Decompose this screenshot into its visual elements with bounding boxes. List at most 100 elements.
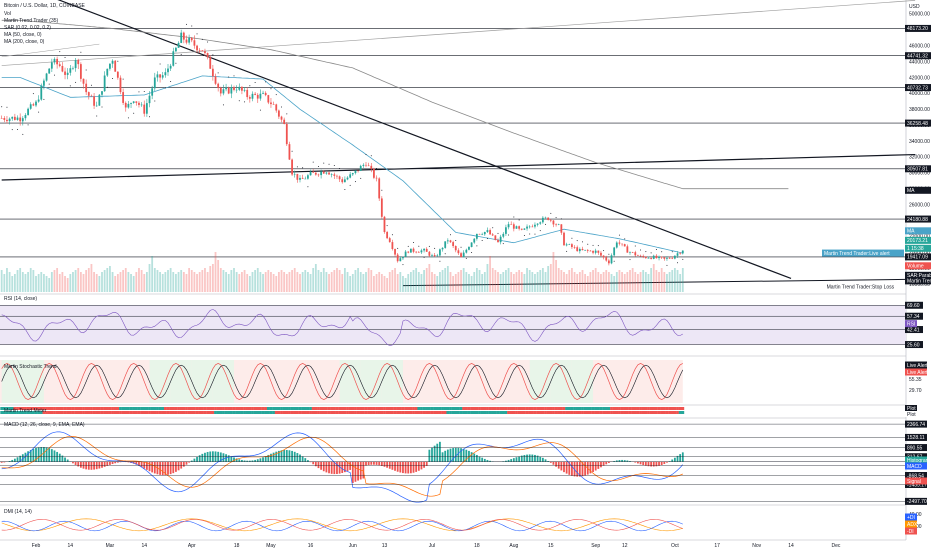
trend-meter-cell bbox=[501, 411, 505, 414]
candle-body bbox=[423, 248, 425, 251]
trend-meter-cell bbox=[422, 411, 426, 414]
trend-meter-cell bbox=[330, 411, 334, 414]
trend-meter-cell bbox=[295, 411, 299, 414]
trend-meter-cell bbox=[361, 411, 365, 414]
trend-meter-cell bbox=[525, 411, 529, 414]
trend-meter-cell bbox=[61, 411, 64, 414]
macd-histogram-bar bbox=[607, 461, 610, 463]
trend-meter-cell bbox=[446, 407, 450, 410]
candle-body bbox=[436, 255, 439, 257]
macd-histogram-bar bbox=[460, 448, 462, 462]
macd-histogram-bar bbox=[417, 461, 420, 471]
candle-body bbox=[214, 76, 217, 84]
trend-meter-cell bbox=[594, 411, 598, 414]
indicator-label-ma200[interactable]: MA (200, close, 0) bbox=[4, 39, 45, 45]
price-axis-tick: 20000.00 bbox=[909, 250, 930, 256]
trend-meter-cell bbox=[586, 407, 590, 410]
trend-meter-cell bbox=[166, 407, 170, 410]
time-axis-label: Aug bbox=[509, 543, 518, 549]
volume-bar bbox=[489, 256, 491, 292]
candle-body bbox=[618, 242, 621, 244]
trend-meter-cell bbox=[74, 411, 77, 414]
candle-body bbox=[507, 224, 510, 228]
stoch-d-line bbox=[1, 364, 684, 399]
trend-meter-cell bbox=[309, 407, 312, 410]
macd-histogram-bar bbox=[338, 461, 341, 474]
volume-bar bbox=[621, 272, 623, 292]
macd-histogram-bar bbox=[243, 460, 246, 462]
trend-meter-cell bbox=[55, 411, 59, 414]
rsi-pane-label[interactable]: RSI (14, close) bbox=[4, 296, 38, 302]
sar-dot bbox=[365, 154, 367, 156]
candle-body bbox=[512, 224, 515, 229]
candle-body bbox=[333, 174, 336, 176]
trend-meter-cell bbox=[354, 407, 357, 410]
time-axis-label: Mar bbox=[106, 543, 115, 549]
candle-body bbox=[151, 88, 154, 96]
trend-meter-cell bbox=[84, 411, 88, 414]
sar-dot bbox=[53, 74, 55, 76]
macd-histogram-bar bbox=[267, 454, 270, 462]
trend-meter-cell bbox=[552, 411, 555, 414]
macd-histogram-bar bbox=[563, 461, 565, 473]
stoch-pane-label[interactable]: Martin Stochastic Trend bbox=[4, 364, 57, 370]
trend-meter-cell bbox=[652, 411, 656, 414]
macd-histogram-bar bbox=[644, 461, 647, 466]
volume-bar bbox=[333, 270, 336, 292]
candle-body bbox=[623, 244, 626, 247]
trend-meter-cell bbox=[486, 411, 489, 414]
trend-meter-cell bbox=[536, 411, 539, 414]
sar-dot bbox=[523, 234, 525, 236]
trend-meter-cell bbox=[670, 407, 674, 410]
trend-meter-cell bbox=[673, 411, 677, 414]
macd-histogram-bar bbox=[346, 461, 349, 472]
macd-histogram-bar bbox=[523, 454, 526, 462]
trend-meter-cell bbox=[420, 411, 423, 414]
trend-meter-cell bbox=[105, 411, 109, 414]
trend-meter-cell bbox=[58, 407, 62, 410]
macd-histogram-bar bbox=[375, 461, 378, 465]
trend-meter-cell bbox=[372, 407, 376, 410]
macd-histogram-bar bbox=[613, 461, 616, 462]
candle-body bbox=[103, 75, 106, 92]
volume-bar bbox=[299, 274, 301, 292]
trend-meter-cell bbox=[639, 407, 642, 410]
trend-meter-cell bbox=[261, 407, 265, 410]
volume-bar bbox=[433, 274, 436, 292]
trend-meter-cell bbox=[591, 411, 595, 414]
indicator-label-sar[interactable]: SAR (0.02, 0.02, 0.2) bbox=[4, 25, 51, 31]
indicator-label-martin-trend-trader[interactable]: Martin Trend Trader (35) bbox=[4, 18, 59, 24]
trend-meter-cell bbox=[546, 411, 550, 414]
sar-dot bbox=[671, 251, 673, 253]
trend-meter-cell bbox=[493, 411, 497, 414]
trend-meter-cell bbox=[174, 407, 178, 410]
macd-histogram-bar bbox=[35, 447, 37, 462]
volume-bar bbox=[652, 264, 655, 292]
dmi-pane-label[interactable]: DMI (14, 14) bbox=[4, 509, 32, 515]
trend-meter-cell bbox=[475, 407, 479, 410]
trend-meter-cell bbox=[604, 411, 608, 414]
macd-pane-label[interactable]: MACD (12, 26, close, 9, EMA, EMA) bbox=[4, 422, 85, 428]
trend-meter-cell bbox=[372, 411, 376, 414]
volume-bar bbox=[241, 272, 243, 292]
candle-body bbox=[341, 179, 344, 183]
trend-meter-cell bbox=[259, 411, 262, 414]
trend-meter-cell bbox=[523, 411, 526, 414]
trend-meter-pane-label[interactable]: Martin Trend Meter bbox=[4, 408, 47, 414]
candle-body bbox=[520, 228, 523, 230]
trend-meter-cell bbox=[171, 411, 175, 414]
candle-body bbox=[50, 62, 53, 69]
trend-meter-cell bbox=[156, 407, 159, 410]
sar-dot bbox=[159, 63, 161, 65]
indicator-label-ma50[interactable]: MA (50, close, 0) bbox=[4, 32, 42, 38]
trend-meter-cell bbox=[13, 411, 17, 414]
trend-meter-cell bbox=[552, 407, 555, 410]
volume-bar bbox=[460, 270, 462, 292]
indicator-label-volume[interactable]: Vol bbox=[4, 11, 11, 17]
macd-histogram-bar bbox=[536, 455, 539, 462]
macd-histogram-bar bbox=[391, 461, 394, 470]
volume-bar bbox=[188, 268, 191, 292]
price-tag bbox=[905, 236, 931, 244]
volume-bar bbox=[531, 272, 534, 292]
